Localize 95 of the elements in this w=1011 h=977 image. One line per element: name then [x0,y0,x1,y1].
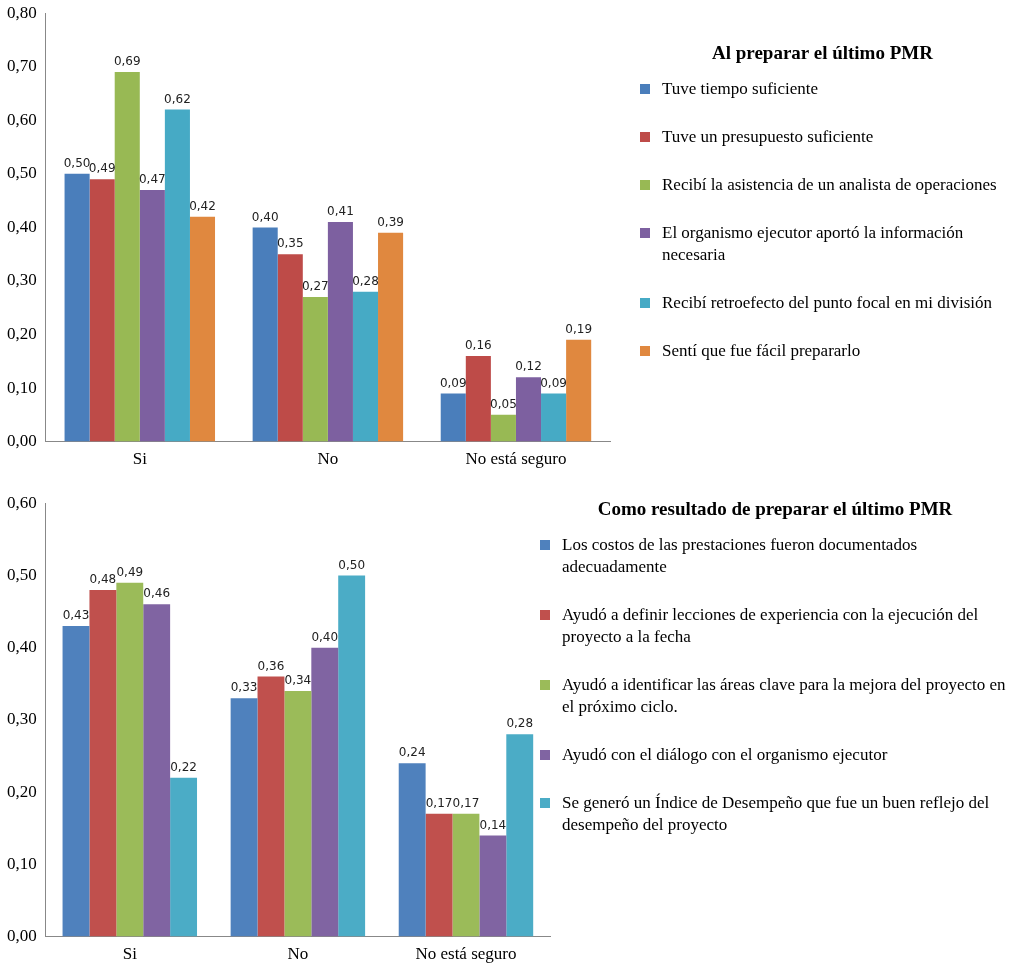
data-label: 0,40 [251,209,279,224]
bar [490,414,516,442]
y-tick-label: 0,00 [7,431,37,451]
y-tick-label: 0,10 [7,853,37,873]
data-label: 0,17 [452,795,480,810]
legend-label: Ayudó a definir lecciones de experiencia con la ejecución del proyecto a la fecha [562,604,980,648]
data-label: 0,69 [113,54,141,69]
bar [378,232,404,442]
data-label: 0,16 [464,338,492,353]
bar [465,355,491,442]
legend-label: Recibí la asistencia de un analista de operaciones [662,174,997,196]
bar [352,291,379,442]
data-label: 0,49 [116,564,144,579]
y-tick-label: 0,60 [7,109,37,129]
bar [189,216,216,442]
legend-label: Tuve tiempo suficiente [662,78,819,100]
bar [506,734,534,937]
bar [164,109,190,442]
x-tick-label: No [317,449,339,469]
data-label: 0,62 [164,91,191,106]
x-tick-label: No [287,944,309,964]
data-label: 0,14 [479,817,507,832]
legend-title: Al preparar el último PMR [711,42,934,64]
legend-label: Se generó un Índice de Desempeño que fue un buen reflejo del desempeño del proyecto [562,792,991,836]
y-tick-label: 0,10 [7,377,37,397]
data-label: 0,36 [257,658,285,673]
data-label: 0,34 [284,673,312,688]
bar [89,589,117,937]
x-tick-label: Si [122,944,138,964]
data-label: 0,09 [540,375,567,390]
x-tick-label: No está seguro [415,944,517,964]
bar [566,339,592,442]
y-tick-label: 0,50 [7,163,37,183]
y-tick-label: 0,70 [7,56,37,76]
bar [311,647,339,937]
bar [139,189,165,442]
bar [114,72,140,442]
bar [440,393,466,442]
bar [338,575,366,937]
bar [62,626,90,937]
data-label: 0,09 [439,375,467,390]
data-label: 0,50 [338,557,366,572]
y-tick-label: 0,80 [7,2,37,22]
legend-label: Ayudó a identificar las áreas clave para la mejora del proyecto en el próximo ciclo. [562,674,1007,718]
legend-label: Los costos de las prestaciones fueron documentados adecuadamente [562,534,919,578]
bar [398,763,426,937]
bar [302,297,328,442]
legend-label: Recibí retroefecto del punto focal en mi división [662,292,992,314]
bar [116,582,144,937]
data-label: 0,24 [398,745,426,760]
data-label: 0,19 [565,321,593,336]
bar [252,227,278,442]
x-tick-label: Si [132,449,148,469]
data-label: 0,43 [62,608,90,623]
data-label: 0,40 [311,629,339,644]
y-tick-label: 0,20 [7,781,37,801]
data-label: 0,28 [506,716,534,731]
x-tick-label: No está seguro [465,449,567,469]
bar [479,835,507,937]
legend-label: Tuve un presupuesto suficiente [662,126,874,148]
data-label: 0,41 [327,204,354,219]
y-tick-label: 0,50 [7,564,37,584]
y-tick-label: 0,40 [7,216,37,236]
y-tick-label: 0,30 [7,270,37,290]
y-tick-label: 0,20 [7,323,37,343]
bar [89,179,115,442]
bar [284,691,312,937]
data-label: 0,48 [89,572,117,587]
legend-label: Sentí que fue fácil prepararlo [662,340,861,362]
legend-title: Como resultado de preparar el último PMR [596,498,954,520]
data-label: 0,33 [230,680,258,695]
data-label: 0,28 [352,273,379,288]
data-label: 0,12 [515,359,542,374]
bar [327,222,353,442]
bar [452,813,480,937]
legend-label: El organismo ejecutor aportó la información necesaria [662,222,965,266]
bar [257,676,285,937]
bar [425,813,453,937]
y-tick-label: 0,00 [7,926,37,946]
bar [515,377,542,442]
y-tick-label: 0,60 [7,492,37,512]
y-tick-label: 0,30 [7,709,37,729]
data-label: 0,39 [377,214,404,229]
bar [170,777,198,937]
y-tick-label: 0,40 [7,637,37,657]
bar [277,254,303,442]
bar [541,393,567,442]
data-label: 0,22 [170,759,197,774]
legend-label: Ayudó con el diálogo con el organismo ejecutor [562,744,888,766]
data-label: 0,46 [143,586,171,601]
data-label: 0,17 [425,795,453,810]
bar [64,173,90,442]
data-label: 0,42 [189,198,216,213]
bar [230,698,258,937]
bar [143,604,171,937]
